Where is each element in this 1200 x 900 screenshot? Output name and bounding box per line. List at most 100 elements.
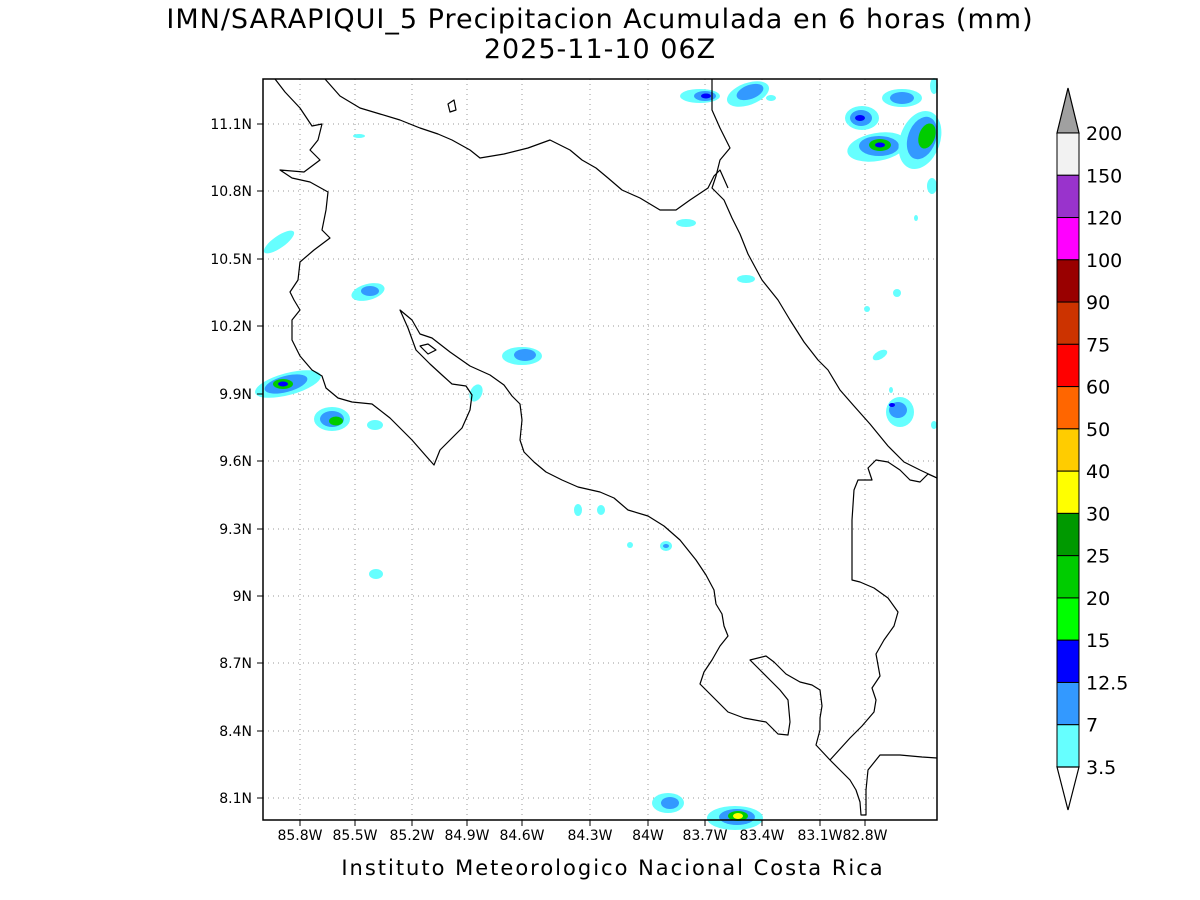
colorbar-swatch: [1056, 217, 1080, 261]
colorbar-min-arrow: [1056, 766, 1080, 811]
colorbar-label: 40: [1086, 461, 1110, 483]
colorbar-swatch: [1056, 386, 1080, 430]
lon-tick-label: 83.4W: [739, 828, 784, 844]
colorbar-swatch: [1056, 174, 1080, 219]
isla-chira-outline: [419, 343, 437, 355]
map-frame: [262, 78, 938, 821]
precip-cell: [367, 420, 383, 430]
colorbar-max-arrow: [1056, 87, 1080, 134]
precip-cell: [893, 289, 901, 297]
lat-tick-label: 9N: [233, 589, 252, 605]
precip-cell: [680, 89, 720, 103]
lat-tick-label: 11.1N: [210, 117, 252, 133]
lon-tick-label: 84.3W: [567, 828, 612, 844]
precip-cell: [847, 132, 907, 162]
precip-cell: [676, 219, 696, 227]
colorbar-swatch: [1056, 724, 1080, 768]
colorbar-label: 7: [1086, 715, 1098, 737]
precip-cell: [886, 397, 914, 427]
colorbar-label: 150: [1086, 165, 1122, 187]
colorbar-swatch: [1056, 428, 1080, 472]
gulf-interior: [829, 459, 938, 761]
lon-tick-label: 83.1W: [797, 828, 842, 844]
precip-cell: [574, 504, 582, 516]
lake-island-outline: [447, 99, 457, 113]
precip-cell: [627, 542, 633, 548]
map-valid-time: 2025-11-10 06Z: [483, 34, 717, 65]
precip-cell: [914, 215, 918, 221]
colorbar-swatch: [1056, 259, 1080, 303]
lon-tick-label: 83.7W: [682, 828, 727, 844]
precip-cell: [766, 95, 776, 101]
pacific-coastline: [274, 78, 938, 816]
precip-cell: [707, 806, 763, 830]
colorbar-label: 25: [1086, 546, 1110, 568]
colorbar-label: 90: [1086, 292, 1110, 314]
lon-tick-label: 84.9W: [444, 828, 489, 844]
lat-tick-label: 8.7N: [219, 656, 252, 672]
precip-cell: [314, 407, 350, 431]
lat-tick-label: 9.6N: [219, 454, 252, 470]
colorbar-label: 30: [1086, 503, 1110, 525]
colorbar-label: 60: [1086, 377, 1110, 399]
longitude-axis: 85.8W 85.5W 85.2W 84.9W 84.6W 84.3W 84W …: [277, 820, 888, 844]
colorbar-label: 100: [1086, 250, 1122, 272]
precip-cell: [353, 134, 365, 138]
lon-tick-label: 84.6W: [499, 828, 544, 844]
colorbar-swatch: [1056, 343, 1080, 388]
colorbar-swatch: [1056, 301, 1080, 345]
colorbar-swatch: [1056, 555, 1080, 599]
colorbar-label: 20: [1086, 588, 1110, 610]
colorbar-swatch: [1056, 132, 1080, 176]
lon-tick-label: 85.2W: [389, 828, 434, 844]
colorbar-label: 15: [1086, 630, 1110, 652]
lon-tick-label: 85.5W: [332, 828, 377, 844]
precip-cell: [351, 283, 385, 301]
colorbar-swatch: [1056, 470, 1080, 514]
coastlines: [274, 78, 938, 816]
colorbar-swatch: [1056, 681, 1080, 726]
precipitation-colorbar: 200 150 120 100 90 75 60 50 40 30 25 20 15 12.5 7 3.5: [1056, 87, 1128, 811]
colorbar-swatch: [1056, 512, 1080, 557]
colorbar-label: 12.5: [1086, 672, 1128, 694]
precip-cell: [889, 387, 893, 393]
lat-tick-label: 9.3N: [219, 522, 252, 538]
precip-cell: [255, 370, 321, 398]
precipitation-cells: [255, 78, 942, 830]
precip-cell: [369, 569, 383, 579]
precip-cell: [882, 89, 922, 107]
lat-tick-label: 10.5N: [210, 252, 252, 268]
lon-tick-label: 85.8W: [277, 828, 322, 844]
precip-cell: [737, 275, 755, 283]
caribbean-coastline: [711, 79, 938, 479]
precip-cell: [469, 384, 483, 402]
lat-tick-label: 9.9N: [219, 387, 252, 403]
lat-tick-label: 10.8N: [210, 184, 252, 200]
map-title: IMN/SARAPIQUI_5 Precipitacion Acumulada …: [166, 4, 1034, 35]
gridlines: [263, 79, 937, 820]
colorbar-label: 120: [1086, 208, 1122, 230]
lon-tick-label: 82.8W: [842, 828, 887, 844]
lat-tick-label: 8.1N: [219, 791, 252, 807]
precip-cell: [872, 349, 888, 361]
precip-cell: [898, 110, 942, 170]
nicaragua-border: [324, 78, 729, 211]
precip-cell: [263, 230, 295, 254]
lat-tick-label: 10.2N: [210, 319, 252, 335]
colorbar-label: 200: [1086, 123, 1122, 145]
colorbar-swatch: [1056, 639, 1080, 683]
precip-cell: [864, 306, 870, 312]
lat-tick-label: 8.4N: [219, 724, 252, 740]
precip-cell: [845, 106, 879, 130]
latitude-axis: 11.1N 10.8N 10.5N 10.2N 9.9N 9.6N 9.3N 9…: [210, 117, 263, 807]
footer-credit: Instituto Meteorologico Nacional Costa R…: [341, 856, 885, 880]
precip-cell: [660, 541, 672, 551]
precip-cell: [502, 347, 542, 365]
precip-cell: [930, 78, 938, 94]
colorbar-label: 75: [1086, 334, 1110, 356]
colorbar-label: 3.5: [1086, 757, 1116, 779]
precip-cell: [652, 793, 684, 813]
precip-cell: [597, 505, 605, 515]
lon-tick-label: 84W: [632, 828, 664, 844]
